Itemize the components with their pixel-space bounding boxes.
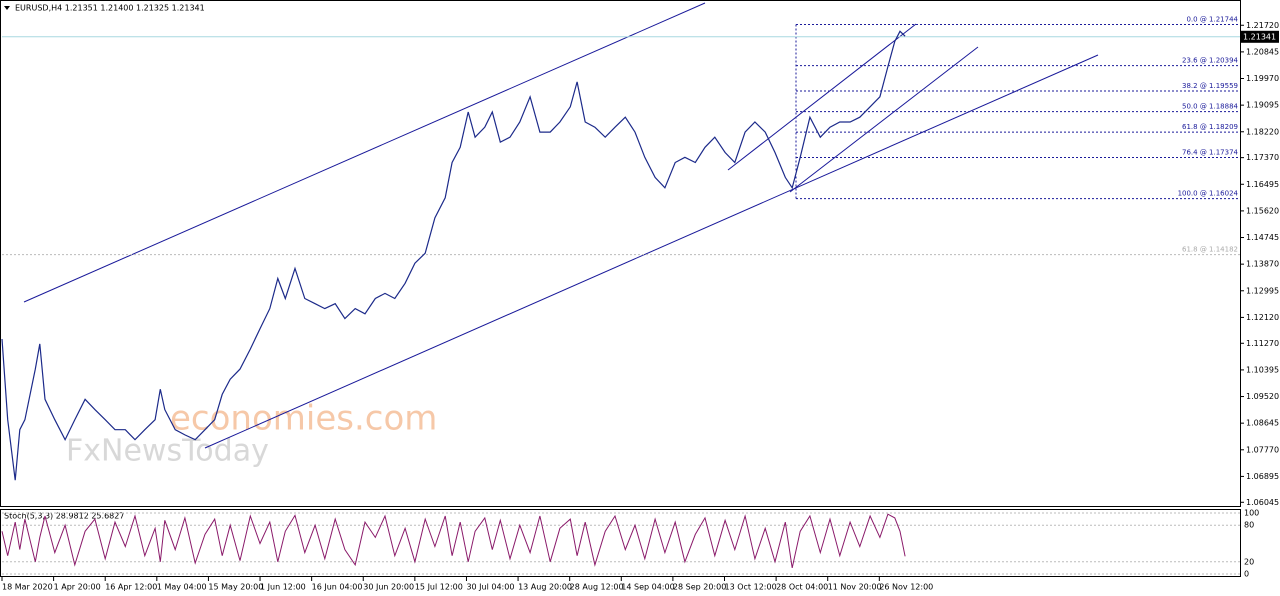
y-tick-label: 1.18220 [1246,127,1279,136]
current-price-label: 1.21341 [1243,32,1276,41]
x-tick-label: 26 Nov 12:00 [879,583,933,592]
y-tick-label: 1.13870 [1246,260,1279,269]
y-tick-label: 1.06895 [1246,472,1279,481]
y-tick-label: 1.09520 [1246,392,1279,401]
x-tick-label: 13 Oct 12:00 [725,583,777,592]
y-tick-label: 1.11270 [1246,339,1279,348]
chart-title: EURUSD,H4 1.21351 1.21400 1.21325 1.2134… [15,4,205,13]
x-tick-label: 13 Aug 20:00 [518,583,572,592]
y-tick-label: 1.19095 [1246,101,1279,110]
y-tick-label: 1.08645 [1246,419,1279,428]
stoch-tick-label: 0 [1244,570,1249,579]
y-tick-label: 1.16495 [1246,180,1279,189]
x-tick-label: 28 Sep 20:00 [673,583,726,592]
y-tick-label: 1.10395 [1246,365,1279,374]
x-tick-label: 16 Jun 04:00 [312,583,363,592]
x-tick-label: 11 Nov 20:00 [828,583,882,592]
y-tick-label: 1.14745 [1246,233,1279,242]
fib-label: 61.8 @ 1.14182 [1182,246,1238,254]
y-tick-label: 1.12120 [1246,313,1279,322]
y-tick-label: 1.06045 [1246,498,1279,507]
fib-label: 38.2 @ 1.19559 [1182,82,1238,90]
fib-label: 23.6 @ 1.20394 [1182,57,1239,65]
y-tick-label: 1.19970 [1246,74,1279,83]
watermark: FxNewsToday [66,434,269,469]
x-tick-label: 18 Mar 2020 [2,583,53,592]
x-tick-label: 30 Jul 04:00 [466,583,514,592]
x-tick-label: 14 Sep 04:00 [621,583,674,592]
current-price-tag [1240,30,1279,43]
fib-label: 76.4 @ 1.17374 [1182,149,1239,157]
stoch-title: Stoch(5,3,3) 28.9812 25.6827 [4,512,124,521]
fib-label: 100.0 @ 1.16024 [1178,190,1239,198]
x-tick-label: 15 Jul 12:00 [415,583,463,592]
y-tick-label: 1.07770 [1246,445,1279,454]
main-frame [0,0,1241,507]
fib-label: 61.8 @ 1.18209 [1182,123,1238,131]
y-tick-label: 1.17370 [1246,153,1279,162]
x-tick-label: 1 Jun 12:00 [260,583,306,592]
y-tick-label: 1.20845 [1246,47,1279,56]
trend-lines [23,2,1099,449]
x-tick-label: 15 May 20:00 [208,583,263,592]
y-tick-label: 1.12995 [1246,286,1279,295]
price-line [1,30,906,481]
x-tick-label: 1 Apr 20:00 [54,583,101,592]
y-tick-label: 1.15620 [1246,206,1279,215]
x-tick-label: 28 Oct 04:00 [776,583,828,592]
stoch-tick-label: 20 [1244,557,1254,566]
x-tick-label: 16 Apr 12:00 [105,583,157,592]
x-tick-label: 1 May 04:00 [157,583,207,592]
stoch-line [1,513,906,569]
fib-label: 50.0 @ 1.18884 [1182,103,1239,111]
y-tick-label: 1.21720 [1246,21,1279,30]
menu-arrow[interactable] [4,6,10,10]
stoch-frame [0,509,1241,577]
fib-label: 0.0 @ 1.21744 [1186,16,1238,24]
x-tick-label: 30 Jun 20:00 [363,583,414,592]
x-tick-label: 28 Aug 12:00 [570,583,624,592]
stoch-tick-label: 100 [1244,509,1259,518]
stoch-tick-label: 80 [1244,521,1254,530]
